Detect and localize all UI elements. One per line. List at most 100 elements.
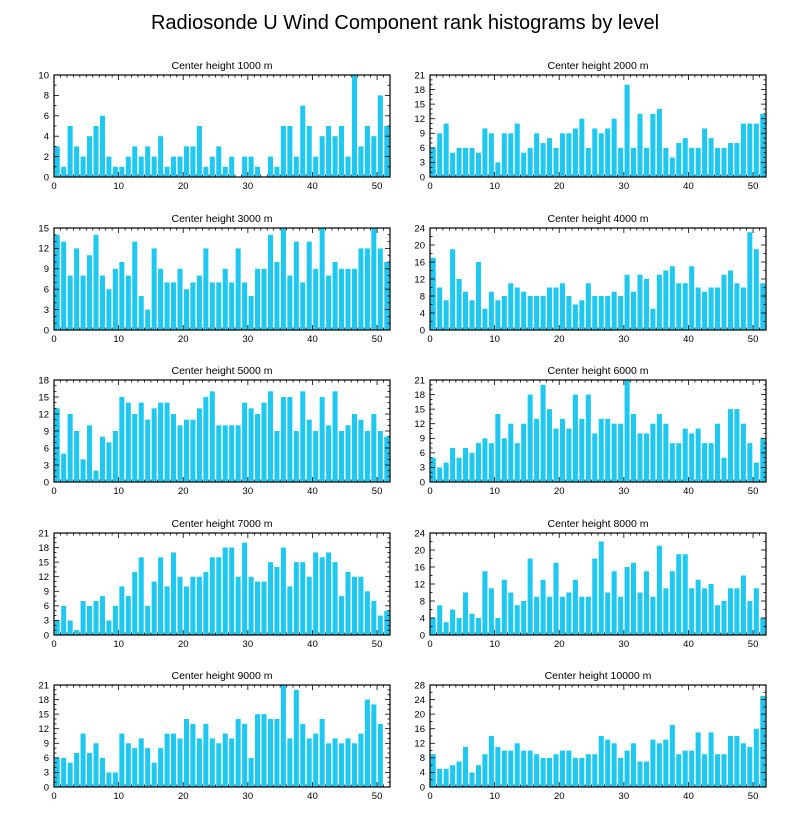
histogram-bar: [753, 249, 759, 330]
histogram-bar: [119, 586, 125, 635]
x-tick-label: 10: [489, 181, 500, 192]
histogram-bar: [255, 268, 261, 330]
histogram-bar: [280, 685, 286, 787]
y-tick-label: 18: [38, 543, 49, 554]
histogram-bar: [611, 571, 617, 635]
histogram-bar: [598, 418, 604, 482]
panel-title: Center height 6000 m: [548, 365, 649, 377]
histogram-bar: [566, 428, 572, 482]
histogram-bar: [267, 156, 273, 177]
histogram-bar: [572, 394, 578, 482]
histogram-bar: [682, 750, 688, 787]
x-tick-label: 0: [51, 334, 56, 345]
histogram-bar: [482, 128, 488, 177]
x-tick-label: 10: [113, 486, 124, 497]
histogram-bar: [267, 562, 273, 635]
histogram-bar: [760, 438, 766, 482]
histogram-bar: [695, 732, 701, 787]
histogram-bar: [80, 156, 86, 177]
histogram-bar: [443, 622, 449, 635]
histogram-bar: [183, 719, 189, 787]
histogram-bar: [637, 761, 643, 787]
x-tick-label: 0: [51, 181, 56, 192]
x-tick-label: 30: [243, 639, 254, 650]
x-tick-label: 50: [372, 639, 383, 650]
histogram-bar: [119, 733, 125, 787]
histogram-bar: [702, 291, 708, 330]
histogram-bar: [138, 156, 144, 177]
y-tick-label: 0: [44, 630, 49, 641]
y-tick-label: 15: [414, 99, 425, 110]
x-tick-label: 0: [51, 639, 56, 650]
histogram-bar: [456, 618, 462, 635]
histogram-bar: [164, 402, 170, 482]
histogram-bar: [592, 128, 598, 177]
histogram-bar: [753, 728, 759, 787]
histogram-bar: [106, 620, 112, 635]
histogram-bar: [80, 459, 86, 482]
histogram-bar: [469, 452, 475, 482]
histogram-bar: [631, 743, 637, 787]
y-tick-label: 0: [420, 782, 425, 793]
histogram-bar: [229, 425, 235, 482]
histogram-bar: [177, 156, 183, 177]
histogram-bar: [106, 156, 112, 177]
y-tick-label: 9: [44, 264, 49, 275]
y-tick-label: 18: [414, 85, 425, 96]
histogram-bar: [377, 248, 383, 330]
histogram-bar: [125, 275, 131, 330]
y-tick-label: 3: [44, 305, 49, 316]
histogram-bar: [358, 576, 364, 635]
histogram-bar: [293, 689, 299, 787]
histogram-bar: [475, 262, 481, 330]
histogram-bar: [93, 234, 99, 330]
y-tick-label: 6: [44, 443, 49, 454]
histogram-bar: [540, 579, 546, 635]
histogram-bar: [430, 618, 436, 635]
histogram-bar: [255, 166, 261, 177]
histogram-bar: [760, 618, 766, 635]
histogram-bar: [164, 586, 170, 635]
histogram-bar: [559, 750, 565, 787]
panel-1: Center height 1000 m 0 10 20 30 40 50 0 2 4 6 8 10: [38, 60, 391, 192]
histogram-bar: [437, 768, 443, 787]
x-tick-label: 30: [243, 181, 254, 192]
y-tick-label: 12: [414, 419, 425, 430]
y-tick-label: 15: [38, 709, 49, 720]
histogram-bar: [358, 733, 364, 787]
histogram-bar: [345, 571, 351, 635]
y-tick-label: 0: [420, 325, 425, 336]
histogram-bar: [99, 436, 105, 482]
histogram-bar: [482, 308, 488, 330]
y-tick-label: 6: [44, 111, 49, 122]
histogram-bar: [145, 146, 151, 177]
histogram-bar: [559, 596, 565, 635]
panel-2: Center height 2000 m 0 10 20 30 40 50 0 3 6 9 12 15 1…: [414, 60, 767, 192]
histogram-bar: [605, 128, 611, 177]
y-tick-label: 8: [420, 596, 425, 607]
histogram-bar: [508, 283, 514, 330]
x-tick-label: 10: [489, 334, 500, 345]
y-tick-label: 2: [44, 152, 49, 163]
histogram-bar: [306, 126, 312, 177]
histogram-bar: [242, 282, 248, 330]
histogram-bar: [605, 418, 611, 482]
histogram-bar: [753, 462, 759, 482]
x-tick-label: 0: [427, 334, 432, 345]
histogram-bar: [734, 409, 740, 482]
histogram-bar: [112, 431, 118, 482]
histogram-bar: [521, 601, 527, 635]
histogram-bar: [119, 166, 125, 177]
histogram-bar: [521, 152, 527, 177]
histogram-bar: [715, 754, 721, 787]
histogram-bar: [93, 601, 99, 635]
histogram-bar: [689, 433, 695, 482]
histogram-bar: [579, 300, 585, 330]
histogram-bar: [643, 147, 649, 177]
histogram-bar: [229, 156, 235, 177]
histogram-bar: [235, 248, 241, 330]
histogram-bar: [508, 592, 514, 635]
x-tick-label: 30: [243, 334, 254, 345]
histogram-bar: [708, 138, 714, 177]
histogram-bar: [488, 133, 494, 177]
